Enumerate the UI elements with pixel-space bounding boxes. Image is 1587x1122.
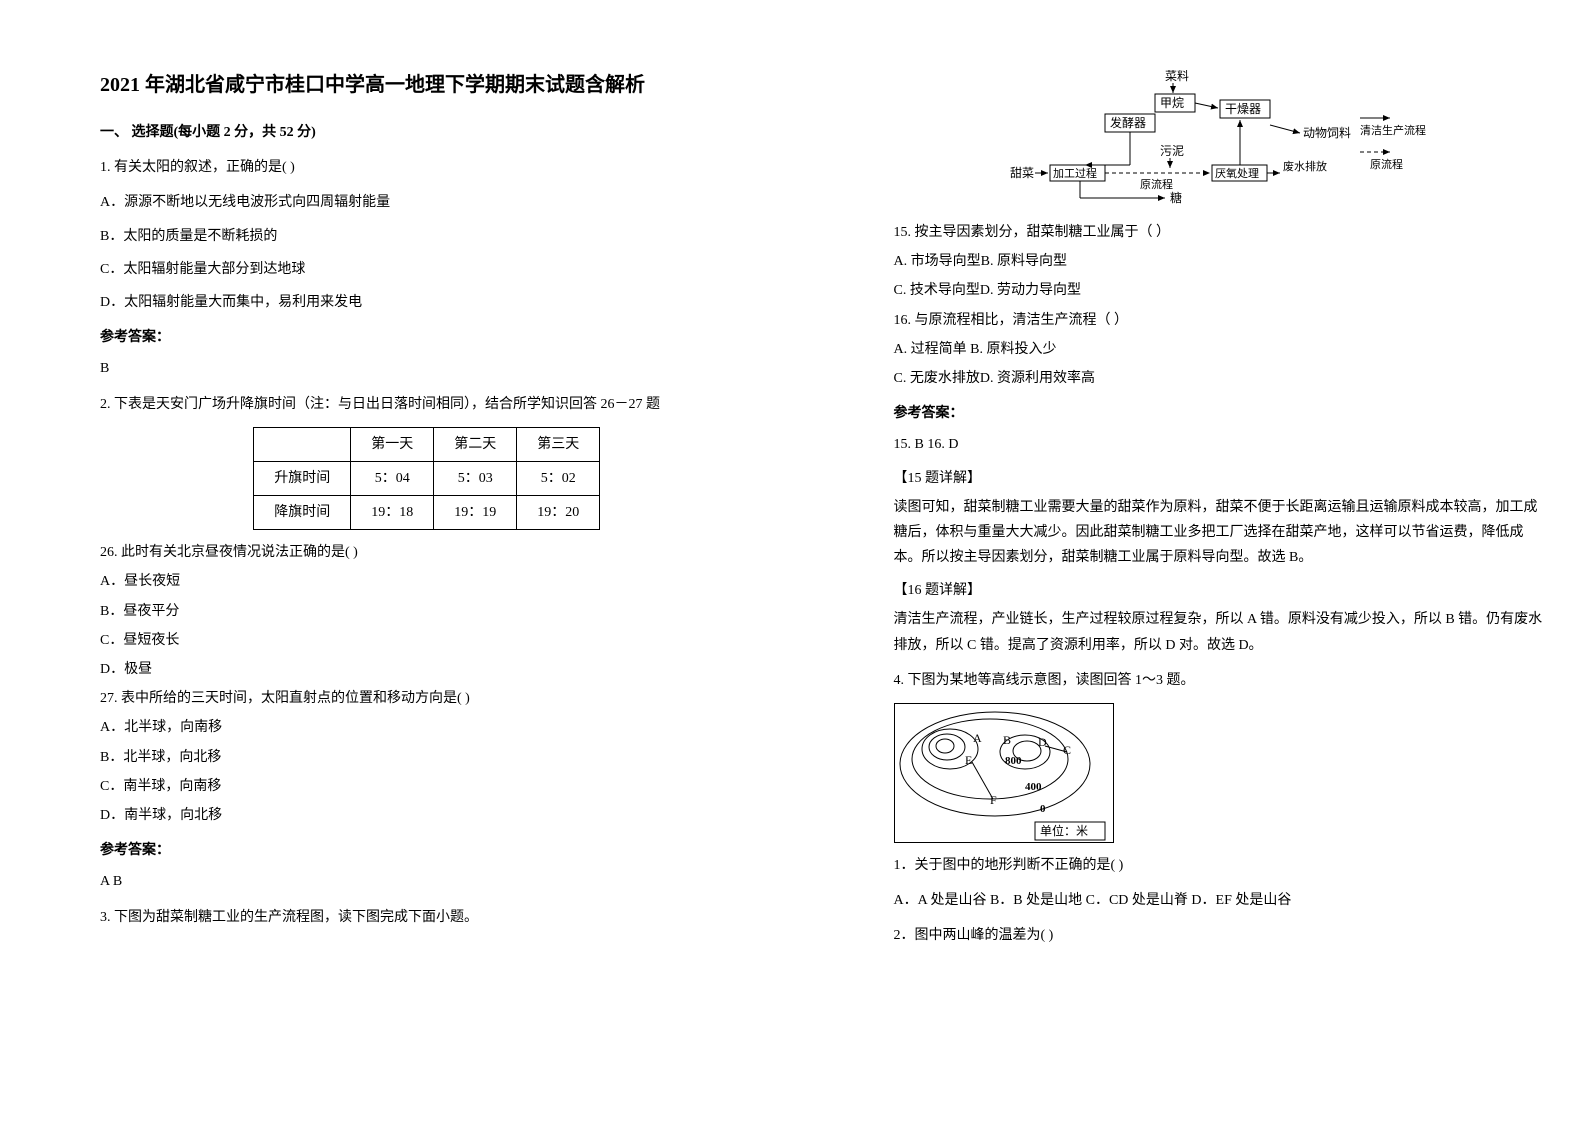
q26-optB: B．昼夜平分 — [100, 599, 754, 624]
q1-answer: B — [100, 356, 754, 381]
label-yanyang: 厌氧处理 — [1215, 166, 1259, 180]
left-column: 2021 年湖北省咸宁市桂口中学高一地理下学期期末试题含解析 一、 选择题(每小… — [0, 0, 794, 1122]
detail16-text: 清洁生产流程，产业链长，生产过程较原过程复杂，所以 A 错。原料没有减少投入，所… — [894, 607, 1548, 657]
th-day1: 第一天 — [351, 427, 434, 461]
cell: 5：04 — [351, 461, 434, 495]
q27-optA: A．北半球，向南移 — [100, 715, 754, 740]
contour-svg: A B C D E F 800 400 0 单位：米 — [895, 704, 1113, 842]
q1-optA: A．源源不断地以无线电波形式向四周辐射能量 — [100, 190, 754, 215]
label-0: 0 — [1040, 803, 1046, 815]
q16-optAB: A. 过程简单 B. 原料投入少 — [894, 337, 1548, 362]
q4-sub2-stem: 2．图中两山峰的温差为( ) — [894, 923, 1548, 948]
q4-sub1-stem: 1．关于图中的地形判断不正确的是( ) — [894, 853, 1548, 878]
table-header-row: 第一天 第二天 第三天 — [254, 427, 600, 461]
label-A: A — [973, 731, 982, 745]
q3-answer: 15. B 16. D — [894, 432, 1548, 457]
q3-intro: 3. 下图为甜菜制糖工业的生产流程图，读下图完成下面小题。 — [100, 905, 754, 930]
label-unit: 单位：米 — [1040, 823, 1088, 838]
cell: 19：20 — [517, 496, 600, 530]
sugar-diagram-svg: 菜料 甲烷 发酵器 干燥器 动物饲料 清洁生产流程 原流程 污泥 — [1010, 70, 1430, 210]
label-B: B — [1003, 733, 1011, 747]
label-ganzaoqi: 干燥器 — [1225, 102, 1261, 116]
cell: 19：18 — [351, 496, 434, 530]
label-yuanliucheng2: 原流程 — [1370, 157, 1403, 171]
q1-answer-heading: 参考答案： — [100, 325, 754, 350]
q2-answer-heading: 参考答案： — [100, 838, 754, 863]
th-day3: 第三天 — [517, 427, 600, 461]
th-day2: 第二天 — [434, 427, 517, 461]
q16-optCD: C. 无废水排放D. 资源利用效率高 — [894, 366, 1548, 391]
contour-diagram: A B C D E F 800 400 0 单位：米 — [894, 703, 1114, 843]
label-jiawan: 甲烷 — [1160, 96, 1184, 110]
q15-stem: 15. 按主导因素划分，甜菜制糖工业属于（ ） — [894, 220, 1548, 245]
label-E: E — [965, 753, 972, 767]
q26-optD: D．极昼 — [100, 657, 754, 682]
detail15-text: 读图可知，甜菜制糖工业需要大量的甜菜作为原料，甜菜不便于长距离运输且运输原料成本… — [894, 495, 1548, 571]
label-qingjie: 清洁生产流程 — [1360, 123, 1426, 137]
label-wuni: 污泥 — [1160, 144, 1184, 158]
right-column: 菜料 甲烷 发酵器 干燥器 动物饲料 清洁生产流程 原流程 污泥 — [794, 0, 1587, 1122]
sugar-process-diagram: 菜料 甲烷 发酵器 干燥器 动物饲料 清洁生产流程 原流程 污泥 — [1010, 70, 1430, 210]
label-400: 400 — [1025, 781, 1042, 793]
q1-optC: C．太阳辐射能量大部分到达地球 — [100, 257, 754, 282]
label-800: 800 — [1005, 755, 1022, 767]
q4-intro: 4. 下图为某地等高线示意图，读图回答 1～3 题。 — [894, 668, 1548, 693]
cell: 5：03 — [434, 461, 517, 495]
label-D: D — [1038, 735, 1047, 749]
label-C: C — [1063, 743, 1071, 757]
q1-stem: 1. 有关太阳的叙述，正确的是( ) — [100, 155, 754, 180]
label-feishui: 废水排放 — [1283, 159, 1327, 173]
q1-optD: D．太阳辐射能量大而集中，易利用来发电 — [100, 290, 754, 315]
label-jiagong: 加工过程 — [1053, 167, 1097, 180]
detail15-heading: 【15 题详解】 — [894, 466, 1548, 491]
section-heading: 一、 选择题(每小题 2 分，共 52 分) — [100, 120, 754, 145]
label-tang: 糖 — [1170, 190, 1182, 205]
label-tiancai: 甜菜 — [1010, 166, 1034, 180]
q16-stem: 16. 与原流程相比，清洁生产流程（ ） — [894, 308, 1548, 333]
q27-optB: B．北半球，向北移 — [100, 745, 754, 770]
q15-optAB: A. 市场导向型B. 原料导向型 — [894, 249, 1548, 274]
q15-optCD: C. 技术导向型D. 劳动力导向型 — [894, 278, 1548, 303]
cell: 19：19 — [434, 496, 517, 530]
q4-sub1-opts: A．A 处是山谷 B．B 处是山地 C．CD 处是山脊 D．EF 处是山谷 — [894, 888, 1548, 913]
label-fajiaoqi: 发酵器 — [1110, 115, 1146, 130]
label-dongwusiliao: 动物饲料 — [1303, 126, 1351, 140]
flag-time-table: 第一天 第二天 第三天 升旗时间 5：04 5：03 5：02 降旗时间 19：… — [253, 427, 600, 531]
q2-intro: 2. 下表是天安门广场升降旗时间（注：与日出日落时间相同），结合所学知识回答 2… — [100, 392, 754, 417]
cell-rise-label: 升旗时间 — [254, 461, 351, 495]
detail16-heading: 【16 题详解】 — [894, 578, 1548, 603]
cell-set-label: 降旗时间 — [254, 496, 351, 530]
label-menliao: 菜料 — [1165, 70, 1189, 83]
label-yuanliucheng: 原流程 — [1140, 177, 1173, 191]
q2-answer: A B — [100, 869, 754, 894]
q26-optC: C．昼短夜长 — [100, 628, 754, 653]
page-title: 2021 年湖北省咸宁市桂口中学高一地理下学期期末试题含解析 — [100, 70, 754, 100]
table-row: 升旗时间 5：04 5：03 5：02 — [254, 461, 600, 495]
q27-stem: 27. 表中所给的三天时间，太阳直射点的位置和移动方向是( ) — [100, 686, 754, 711]
q27-optD: D．南半球，向北移 — [100, 803, 754, 828]
q26-stem: 26. 此时有关北京昼夜情况说法正确的是( ) — [100, 540, 754, 565]
q26-optA: A．昼长夜短 — [100, 569, 754, 594]
th-empty — [254, 427, 351, 461]
q27-optC: C．南半球，向南移 — [100, 774, 754, 799]
q1-optB: B．太阳的质量是不断耗损的 — [100, 224, 754, 249]
table-row: 降旗时间 19：18 19：19 19：20 — [254, 496, 600, 530]
cell: 5：02 — [517, 461, 600, 495]
q3-answer-heading: 参考答案： — [894, 401, 1548, 426]
